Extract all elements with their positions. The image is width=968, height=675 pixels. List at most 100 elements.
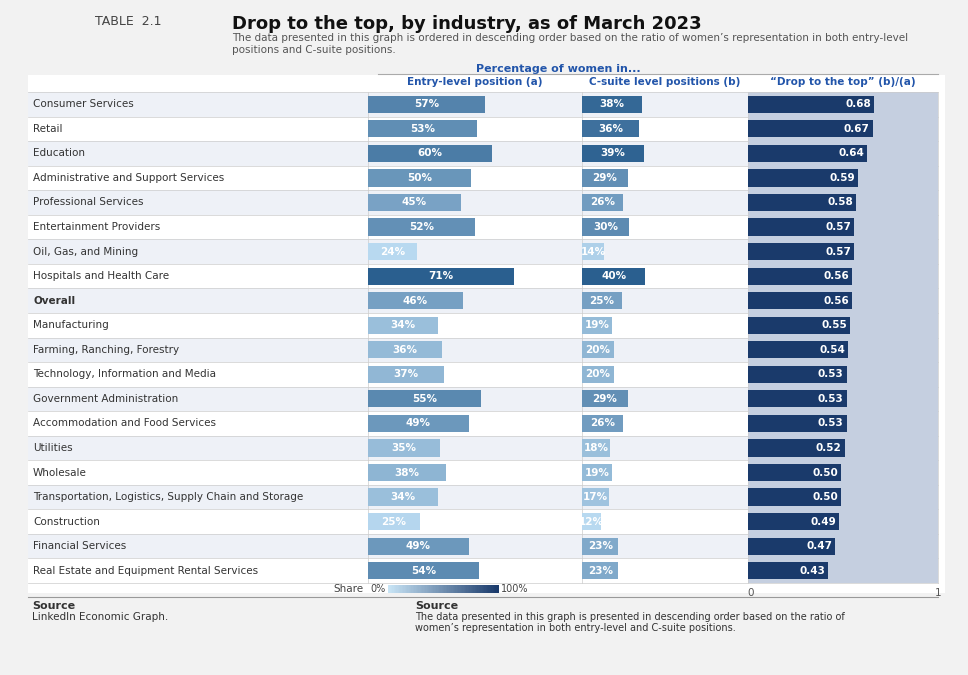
Text: 39%: 39% xyxy=(600,148,625,159)
Bar xyxy=(748,435,938,460)
Bar xyxy=(477,585,479,593)
Bar xyxy=(411,585,413,593)
Text: 0: 0 xyxy=(747,588,754,598)
Bar xyxy=(748,485,938,510)
Text: 0.68: 0.68 xyxy=(846,99,871,109)
Bar xyxy=(582,341,614,358)
Bar xyxy=(748,240,938,264)
Bar xyxy=(368,194,461,211)
Bar xyxy=(748,513,839,531)
Bar xyxy=(28,510,938,534)
Bar xyxy=(454,585,456,593)
Bar xyxy=(408,585,410,593)
Bar xyxy=(439,585,440,593)
Bar xyxy=(465,585,467,593)
Text: 46%: 46% xyxy=(403,296,428,306)
Text: LinkedIn Economic Graph.: LinkedIn Economic Graph. xyxy=(32,612,168,622)
Bar xyxy=(431,585,433,593)
Bar xyxy=(748,558,938,583)
Bar xyxy=(748,190,938,215)
Bar xyxy=(494,585,496,593)
Bar xyxy=(28,460,938,485)
Text: 25%: 25% xyxy=(381,516,407,526)
Bar xyxy=(491,585,493,593)
Text: Farming, Ranching, Forestry: Farming, Ranching, Forestry xyxy=(33,345,179,355)
Bar xyxy=(479,585,481,593)
Bar xyxy=(582,537,619,555)
Text: The data presented in this graph is presented in descending order based on the r: The data presented in this graph is pres… xyxy=(415,612,845,622)
Text: Source: Source xyxy=(415,601,458,611)
Bar xyxy=(748,464,841,481)
Text: 38%: 38% xyxy=(395,468,420,477)
Bar xyxy=(748,390,847,408)
Bar xyxy=(473,585,475,593)
Bar xyxy=(28,411,938,435)
Bar xyxy=(497,585,499,593)
Bar xyxy=(484,585,486,593)
Bar xyxy=(368,415,469,432)
Text: 37%: 37% xyxy=(394,369,419,379)
Bar xyxy=(471,585,473,593)
Bar xyxy=(748,387,938,411)
Bar xyxy=(460,585,462,593)
Bar xyxy=(748,215,938,240)
Bar xyxy=(486,585,488,593)
Bar xyxy=(582,562,619,579)
Text: 0.54: 0.54 xyxy=(820,345,845,355)
Text: 49%: 49% xyxy=(406,541,431,551)
Text: 14%: 14% xyxy=(581,246,606,256)
Bar xyxy=(483,585,485,593)
Text: 0.47: 0.47 xyxy=(806,541,832,551)
Bar xyxy=(28,558,938,583)
Bar xyxy=(748,243,854,260)
Text: C-suite level positions (b): C-suite level positions (b) xyxy=(590,77,741,87)
Text: TABLE  2.1: TABLE 2.1 xyxy=(95,15,162,28)
Bar xyxy=(748,264,938,288)
Text: 0.57: 0.57 xyxy=(825,222,851,232)
Text: Source: Source xyxy=(32,601,76,611)
Bar xyxy=(748,169,858,186)
Bar xyxy=(582,243,604,260)
Bar xyxy=(440,585,442,593)
Bar xyxy=(748,489,841,506)
Text: Education: Education xyxy=(33,148,85,159)
Bar xyxy=(448,585,450,593)
Bar xyxy=(748,411,938,435)
Text: 35%: 35% xyxy=(391,443,416,453)
Bar xyxy=(582,292,621,309)
Bar xyxy=(468,585,469,593)
Text: 40%: 40% xyxy=(601,271,626,281)
Text: 38%: 38% xyxy=(599,99,624,109)
Text: Construction: Construction xyxy=(33,516,100,526)
Bar xyxy=(582,489,609,506)
Bar xyxy=(368,317,439,334)
Bar xyxy=(748,338,938,362)
Bar xyxy=(582,366,614,383)
Bar xyxy=(582,415,623,432)
Bar xyxy=(427,585,429,593)
Bar xyxy=(582,464,612,481)
Text: 34%: 34% xyxy=(390,492,415,502)
Text: 18%: 18% xyxy=(584,443,609,453)
Bar xyxy=(408,585,409,593)
Bar xyxy=(748,292,852,309)
Text: 0.50: 0.50 xyxy=(812,468,838,477)
Text: 36%: 36% xyxy=(598,124,623,134)
Text: 19%: 19% xyxy=(585,468,610,477)
Bar xyxy=(451,585,453,593)
Bar xyxy=(469,585,471,593)
Bar xyxy=(582,317,612,334)
Text: 0.52: 0.52 xyxy=(816,443,842,453)
Bar xyxy=(422,585,424,593)
Bar xyxy=(28,264,938,288)
Bar xyxy=(490,585,492,593)
Bar xyxy=(368,341,442,358)
Bar xyxy=(368,390,481,408)
Text: 23%: 23% xyxy=(588,566,613,576)
Bar xyxy=(748,117,938,141)
Bar xyxy=(417,585,419,593)
Bar xyxy=(464,585,466,593)
Bar xyxy=(748,165,938,190)
Text: 20%: 20% xyxy=(586,345,610,355)
Text: 29%: 29% xyxy=(592,173,618,183)
